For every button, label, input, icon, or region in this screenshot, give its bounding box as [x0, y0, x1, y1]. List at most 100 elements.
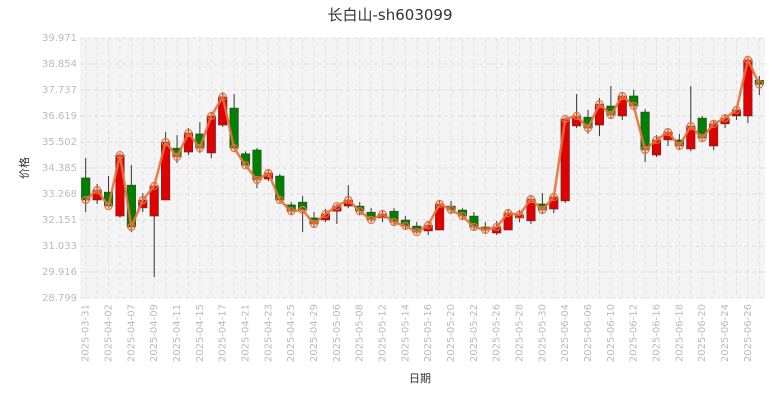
- y-tick-label: 28.799: [42, 293, 77, 304]
- close-marker: [561, 114, 570, 124]
- close-marker: [275, 195, 284, 205]
- close-marker: [481, 225, 490, 235]
- x-tick-label: 2025-05-22: [469, 304, 480, 362]
- y-tick-label: 36.619: [42, 111, 77, 122]
- close-marker: [675, 141, 684, 151]
- close-marker: [663, 127, 673, 137]
- close-marker: [435, 199, 444, 209]
- candle-body: [640, 111, 650, 151]
- close-marker: [618, 91, 627, 101]
- x-tick-label: 2025-06-26: [743, 304, 754, 362]
- close-marker: [150, 181, 159, 191]
- close-marker: [378, 209, 387, 219]
- close-marker: [469, 222, 478, 232]
- close-marker: [309, 219, 319, 229]
- y-tick-label: 33.268: [42, 189, 77, 200]
- y-axis-label: 价格: [17, 157, 31, 179]
- close-marker: [172, 152, 182, 162]
- close-marker: [401, 221, 410, 231]
- close-marker: [504, 208, 513, 218]
- x-tick-label: 2025-06-04: [560, 304, 571, 362]
- x-tick-label: 2025-05-12: [378, 304, 389, 362]
- x-tick-label: 2025-05-28: [515, 304, 526, 362]
- close-marker: [424, 221, 433, 230]
- y-tick-label: 29.916: [42, 267, 77, 278]
- close-marker: [720, 113, 730, 123]
- y-tick-label: 38.854: [42, 59, 77, 70]
- close-marker: [755, 80, 764, 89]
- x-tick-label: 2025-05-30: [537, 304, 548, 362]
- x-tick-label: 2025-06-20: [697, 304, 708, 362]
- close-marker: [321, 209, 330, 219]
- candle-body: [229, 107, 239, 149]
- close-marker: [184, 128, 193, 138]
- x-tick-label: 2025-04-29: [309, 304, 320, 362]
- close-marker: [287, 207, 296, 216]
- y-tick-label: 35.502: [42, 137, 77, 148]
- chart-title: 长白山-sh603099: [328, 6, 453, 24]
- close-marker: [230, 144, 239, 153]
- y-tick-label: 31.033: [42, 241, 77, 252]
- close-marker: [298, 205, 307, 215]
- y-tick-label: 32.151: [42, 215, 77, 226]
- x-tick-label: 2025-05-14: [400, 304, 411, 362]
- close-marker: [104, 201, 113, 211]
- x-tick-label: 2025-06-18: [674, 304, 685, 362]
- close-marker: [367, 215, 376, 225]
- close-marker: [515, 210, 524, 219]
- close-marker: [538, 205, 547, 215]
- close-marker: [138, 195, 147, 205]
- close-marker: [252, 175, 262, 185]
- close-marker: [332, 201, 341, 211]
- close-marker: [127, 222, 136, 232]
- close-marker: [732, 105, 741, 115]
- close-marker: [264, 168, 273, 178]
- x-tick-label: 2025-06-24: [720, 304, 731, 362]
- close-marker: [389, 218, 399, 227]
- close-marker: [412, 228, 421, 237]
- close-marker: [458, 211, 467, 221]
- close-marker: [241, 161, 250, 170]
- x-tick-label: 2025-05-26: [492, 304, 503, 362]
- x-tick-label: 2025-05-06: [332, 304, 343, 362]
- close-marker: [549, 192, 558, 202]
- x-tick-label: 2025-04-15: [195, 304, 206, 362]
- x-tick-label: 2025-06-06: [583, 304, 594, 362]
- close-marker: [583, 123, 593, 133]
- x-tick-label: 2025-04-09: [149, 304, 160, 362]
- close-marker: [526, 194, 536, 204]
- x-tick-label: 2025-04-07: [126, 304, 137, 362]
- close-marker: [355, 207, 364, 216]
- x-tick-label: 2025-05-20: [446, 304, 457, 362]
- close-marker: [709, 119, 718, 128]
- x-tick-label: 2025-05-08: [355, 304, 366, 362]
- y-tick-label: 39.971: [42, 33, 77, 44]
- close-marker: [572, 111, 581, 121]
- close-marker: [218, 92, 227, 102]
- y-tick-label: 34.385: [42, 163, 77, 174]
- x-tick-label: 2025-04-17: [218, 304, 229, 362]
- close-marker: [81, 195, 90, 205]
- close-marker: [492, 222, 501, 232]
- x-tick-label: 2025-03-31: [81, 304, 92, 362]
- x-tick-label: 2025-04-21: [241, 304, 252, 362]
- x-tick-label: 2025-04-23: [263, 304, 274, 362]
- x-tick-label: 2025-04-11: [172, 304, 183, 362]
- close-marker: [629, 101, 638, 111]
- close-marker: [161, 137, 170, 147]
- x-tick-label: 2025-06-10: [606, 304, 617, 362]
- close-marker: [641, 145, 650, 155]
- close-marker: [743, 55, 752, 64]
- close-marker: [93, 185, 102, 195]
- x-tick-label: 2025-06-12: [629, 304, 640, 362]
- close-marker: [595, 100, 604, 109]
- close-marker: [115, 150, 125, 160]
- close-marker: [344, 195, 353, 205]
- close-marker: [652, 135, 661, 145]
- close-marker: [446, 205, 456, 215]
- x-tick-label: 2025-04-25: [286, 304, 297, 362]
- x-tick-label: 2025-04-02: [104, 304, 115, 362]
- x-tick-label: 2025-05-16: [423, 304, 434, 362]
- close-marker: [606, 110, 615, 120]
